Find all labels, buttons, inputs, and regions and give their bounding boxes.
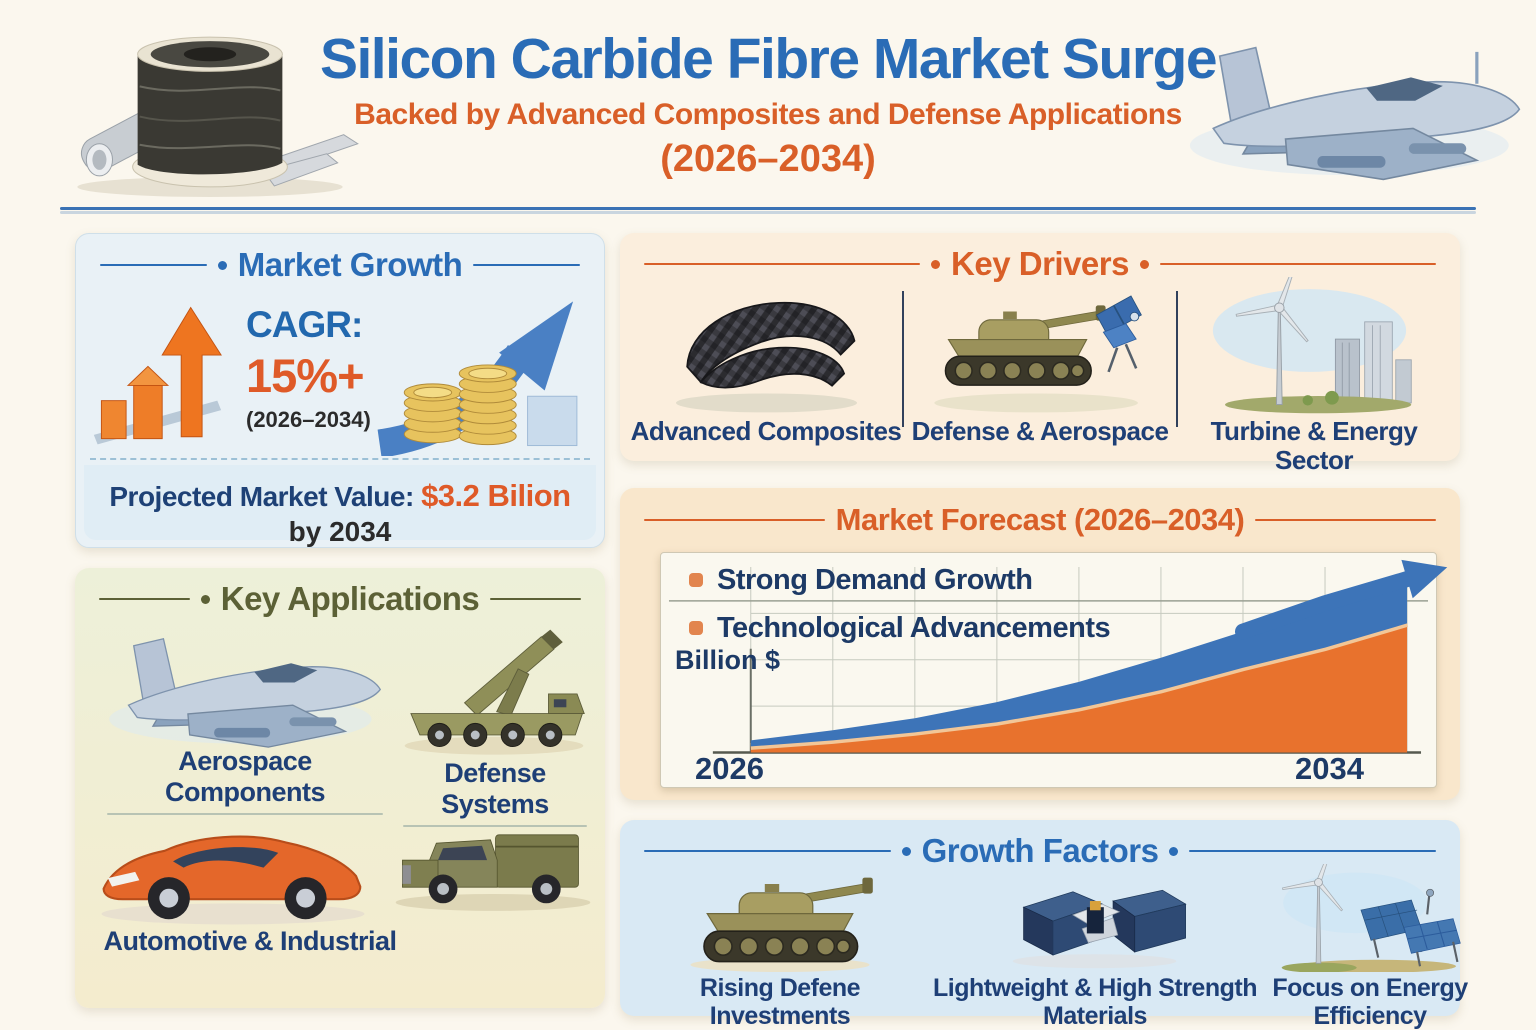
key-drivers-title: Key Drivers <box>951 245 1129 282</box>
growth-factor-energy-efficiency: Focus on Energy Efficiency <box>1260 864 1480 1030</box>
header-period: (2026–2034) <box>660 137 876 180</box>
title-dot <box>200 594 210 604</box>
growth-factors-row: Rising Defene Investments Lightweight & <box>630 864 1468 1030</box>
composite-containers-icon <box>1013 889 1188 969</box>
forecast-bullet: Technological Advancements <box>689 608 1111 648</box>
wind-turbine-solar-panels-icon <box>1282 864 1462 972</box>
cagr-label: CAGR: <box>246 304 363 345</box>
market-growth-title-row: Market Growth <box>76 234 604 286</box>
forecast-bullet-text: Strong Demand Growth <box>717 563 1033 596</box>
tank-icon <box>690 876 874 972</box>
projected-value-label: Projected Market Value: <box>109 481 414 512</box>
growth-factors-title-row: Growth Factors <box>620 820 1460 872</box>
key-driver-label: Advanced Composites <box>630 416 902 446</box>
key-drivers-title-row: Key Drivers <box>620 233 1460 285</box>
cagr-value: 15%+ <box>246 349 365 402</box>
title-line <box>644 262 921 266</box>
key-applications-title-row: Key Applications <box>75 568 605 620</box>
title-line <box>100 263 207 267</box>
carbon-fibre-fabric-icon <box>675 302 857 413</box>
title-line <box>1189 849 1437 853</box>
growth-factor-label: Focus on Energy Efficiency <box>1272 974 1468 1030</box>
tank-and-satellite-icon <box>933 295 1142 413</box>
growth-factors-title: Growth Factors <box>921 832 1159 869</box>
forecast-chart-card: Strong Demand Growth Technological Advan… <box>660 552 1448 788</box>
missile-launcher-vehicle-icon <box>404 629 585 755</box>
application-label-aerospace: Aerospace Components <box>95 746 395 815</box>
key-driver-defense-aerospace: Defense & Aerospace <box>904 277 1176 455</box>
square-bullet-icon <box>689 621 703 635</box>
growth-factor-label: Rising Defene Investments <box>699 974 861 1030</box>
key-applications-panel: Key Applications Aerospace Components De… <box>75 568 605 1008</box>
fighter-jet-icon <box>1189 46 1521 181</box>
projected-value: $3.2 Bilion <box>421 478 571 513</box>
market-forecast-title: Market Forecast (2026–2034) <box>835 502 1245 537</box>
key-driver-label: Defense & Aerospace <box>911 416 1169 446</box>
forecast-bullet: Strong Demand Growth <box>689 560 1110 600</box>
title-dot <box>901 846 911 856</box>
forecast-bullets: Strong Demand Growth Technological Advan… <box>689 560 1111 648</box>
market-forecast-title-row: Market Forecast (2026–2034) <box>620 488 1460 540</box>
application-label-automotive: Automotive & Industrial <box>103 926 397 956</box>
rising-bars-arrow-icon <box>93 306 222 445</box>
growth-factor-label: Lightweight & High Strength Materials <box>933 974 1257 1030</box>
military-pickup-truck-icon <box>395 834 591 911</box>
title-dot <box>1139 259 1149 269</box>
header-subtitle: Backed by Advanced Composites and Defens… <box>354 97 1182 131</box>
key-driver-label: Turbine & Energy Sector <box>1210 416 1418 476</box>
title-line <box>99 597 190 601</box>
title-dot <box>1169 846 1179 856</box>
projected-value-suffix: by 2034 <box>288 516 392 547</box>
market-growth-panel: Market Growth CAGR: 15%+ (2026–2034) <box>75 233 605 548</box>
title-line <box>473 263 581 267</box>
wind-turbine-city-icon <box>1213 277 1412 414</box>
carbon-fibre-spool-icon <box>77 36 359 197</box>
x-axis-tick-2026: 2026 <box>695 751 764 786</box>
market-forecast-panel: Market Forecast (2026–2034) Strong Deman… <box>620 488 1460 800</box>
key-drivers-panel: Key Drivers Advanced Composites <box>620 233 1460 475</box>
title-line <box>1159 262 1437 266</box>
cagr-period: (2026–2034) <box>246 407 371 432</box>
title-line <box>1255 518 1437 522</box>
forecast-area-series <box>750 559 1448 753</box>
page-title: Silicon Carbide Fibre Market Surge <box>319 27 1218 91</box>
vertical-divider <box>902 291 904 427</box>
square-bullet-icon <box>689 573 703 587</box>
application-label-defense: Defense Systems <box>395 758 595 827</box>
projected-value-strip: Projected Market Value: $3.2 Bilion by 2… <box>84 465 596 547</box>
sports-car-icon <box>101 835 365 925</box>
growth-factor-defense-investments: Rising Defene Investments <box>630 864 930 1030</box>
market-growth-title: Market Growth <box>237 246 463 283</box>
title-dot <box>217 260 227 270</box>
vertical-divider <box>1176 291 1178 427</box>
dashed-divider <box>90 458 590 460</box>
title-line <box>644 518 825 522</box>
header-divider <box>60 207 1476 210</box>
x-axis-tick-2034: 2034 <box>1295 751 1364 786</box>
forecast-area-chart <box>668 559 1448 754</box>
growth-factor-lightweight-materials: Lightweight & High Strength Materials <box>930 864 1260 1030</box>
cagr-block: CAGR: 15%+ (2026–2034) <box>246 304 386 433</box>
title-dot <box>931 259 941 269</box>
growth-factors-panel: Growth Factors Rising Defene Investments <box>620 820 1468 1030</box>
coin-stacks-growth-arrow-icon <box>377 301 578 456</box>
forecast-bullet-text: Technological Advancements <box>717 611 1111 644</box>
key-drivers-row: Advanced Composites Defense & A <box>630 277 1450 475</box>
key-driver-turbine-energy: Turbine & Energy Sector <box>1178 277 1450 475</box>
y-axis-label: Billion $ <box>675 645 781 675</box>
title-line <box>644 849 891 853</box>
key-driver-advanced-composites: Advanced Composites <box>630 277 902 455</box>
key-applications-title: Key Applications <box>220 580 480 617</box>
title-line <box>490 597 581 601</box>
